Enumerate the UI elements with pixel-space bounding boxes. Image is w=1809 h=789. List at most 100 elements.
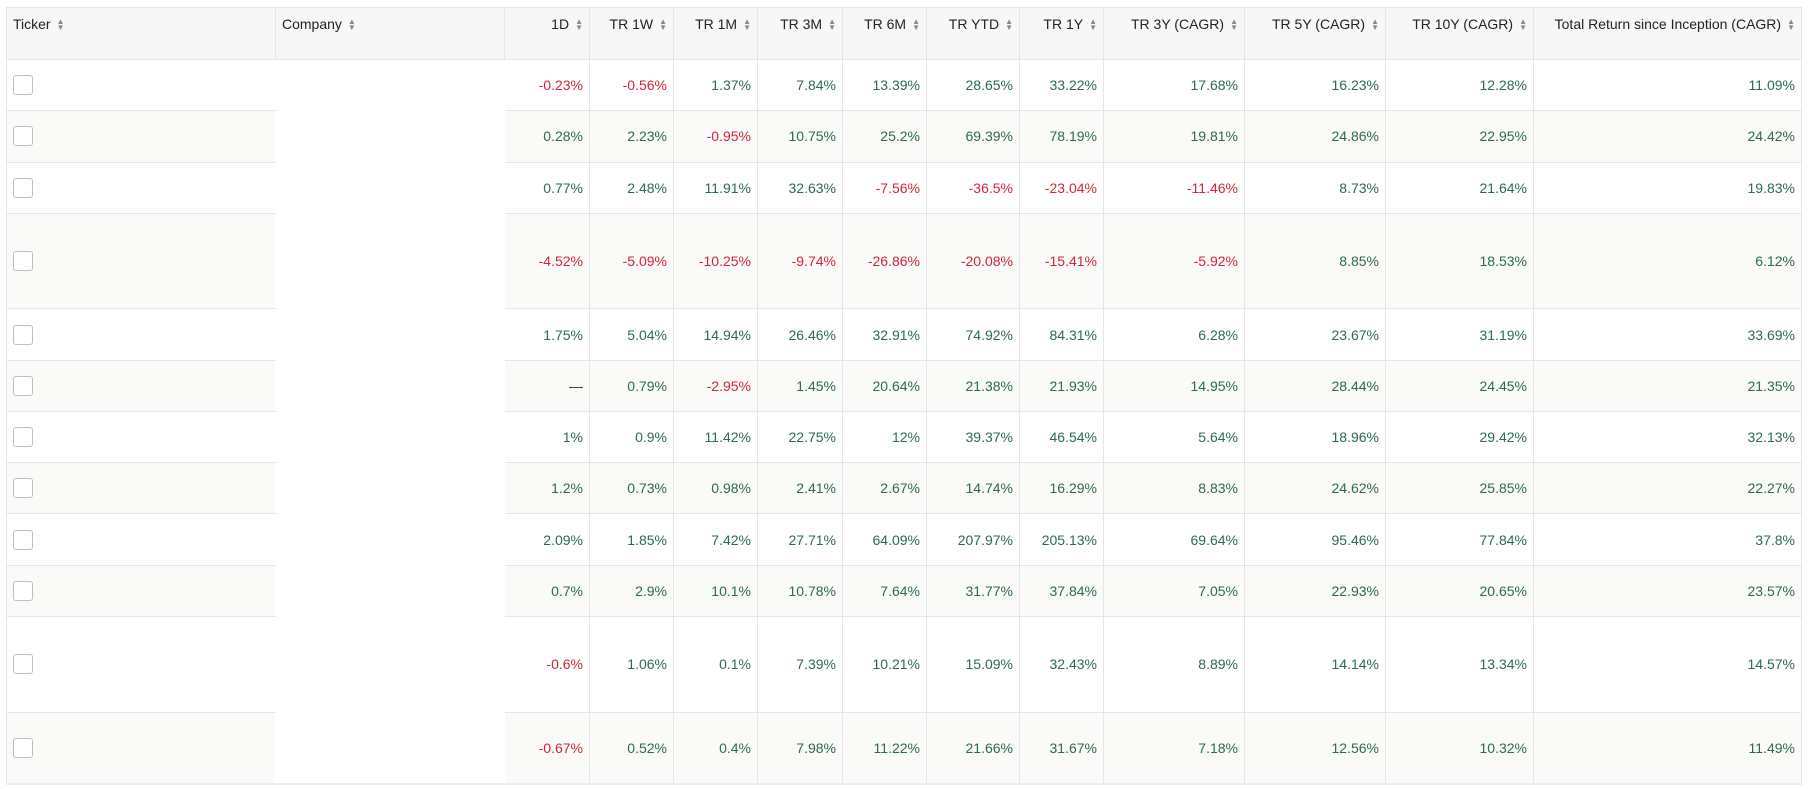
sort-icon[interactable]: ▲ ▼ — [56, 17, 65, 33]
return-cell: 0.52% — [589, 711, 674, 786]
ticker-cell — [6, 616, 276, 713]
company-cell — [275, 513, 505, 566]
ticker-cell — [6, 410, 276, 464]
table-row: —0.79% -2.95% 1.45% 20.64% 21.38% 21.93% 14.95… — [6, 359, 1802, 412]
column-header-company[interactable]: Company ▲ ▼ — [275, 7, 505, 60]
sort-icon[interactable]: ▲ ▼ — [1230, 17, 1238, 33]
return-cell: 2.67% — [842, 462, 927, 515]
return-cell: 12.28% — [1385, 58, 1534, 112]
return-cell: 8.85% — [1244, 212, 1386, 310]
row-checkbox[interactable] — [13, 75, 33, 96]
table-row: 0.7% 2.9% 10.1% 10.78% 7.64% 31.77% 37.84% 7.05… — [6, 564, 1802, 618]
return-cell: 31.67% — [1019, 711, 1104, 786]
ticker-cell — [6, 212, 276, 310]
return-cell: 10.78% — [757, 564, 843, 618]
return-cell: 27.71% — [757, 513, 843, 566]
return-cell: 32.91% — [842, 308, 927, 361]
row-checkbox[interactable] — [13, 654, 33, 675]
company-cell — [275, 616, 505, 713]
row-checkbox[interactable] — [13, 251, 33, 272]
return-cell: 78.19% — [1019, 110, 1104, 163]
return-cell: -0.95% — [673, 110, 758, 163]
return-cell: 7.05% — [1103, 564, 1245, 618]
return-cell: 69.39% — [926, 110, 1020, 163]
column-header-inception[interactable]: Total Return since Inception (CAGR) ▲ ▼ — [1533, 7, 1802, 60]
return-cell: 11.42% — [673, 410, 758, 464]
row-checkbox[interactable] — [13, 738, 33, 759]
column-header-tr-6m[interactable]: TR 6M ▲ ▼ — [842, 7, 927, 60]
return-cell: 21.66% — [926, 711, 1020, 786]
sort-icon[interactable]: ▲ ▼ — [575, 17, 583, 33]
return-cell: -0.23% — [504, 58, 590, 112]
return-cell: 2.9% — [589, 564, 674, 618]
return-cell: 0.4% — [673, 711, 758, 786]
row-checkbox[interactable] — [13, 529, 33, 550]
return-cell: 5.04% — [589, 308, 674, 361]
sort-icon[interactable]: ▲ ▼ — [1519, 17, 1527, 33]
return-cell: 16.29% — [1019, 462, 1104, 515]
sort-icon[interactable]: ▲ ▼ — [1089, 17, 1097, 33]
return-cell: -0.56% — [589, 58, 674, 112]
row-checkbox[interactable] — [13, 580, 33, 601]
company-cell — [275, 711, 505, 786]
return-cell: 2.09% — [504, 513, 590, 566]
row-checkbox[interactable] — [13, 126, 33, 147]
return-cell: 22.27% — [1533, 462, 1802, 515]
return-cell: 25.2% — [842, 110, 927, 163]
return-cell: 8.83% — [1103, 462, 1245, 515]
column-header-tr-1y[interactable]: TR 1Y ▲ ▼ — [1019, 7, 1104, 60]
return-cell: 32.43% — [1019, 616, 1104, 713]
return-cell: -11.46% — [1103, 161, 1245, 214]
sort-icon[interactable]: ▲ ▼ — [912, 17, 920, 33]
sort-icon[interactable]: ▲ ▼ — [1371, 17, 1379, 33]
column-header-tr-3y[interactable]: TR 3Y (CAGR) ▲ ▼ — [1103, 7, 1245, 60]
ticker-cell — [6, 161, 276, 214]
ticker-cell — [6, 308, 276, 361]
return-cell: 12% — [842, 410, 927, 464]
row-checkbox[interactable] — [13, 324, 33, 345]
sort-icon[interactable]: ▲ ▼ — [659, 17, 667, 33]
return-cell: 7.64% — [842, 564, 927, 618]
return-cell: 14.57% — [1533, 616, 1802, 713]
return-cell: 74.92% — [926, 308, 1020, 361]
column-header-tr-10y[interactable]: TR 10Y (CAGR) ▲ ▼ — [1385, 7, 1534, 60]
return-cell: 2.48% — [589, 161, 674, 214]
return-cell: -26.86% — [842, 212, 927, 310]
return-cell: -5.92% — [1103, 212, 1245, 310]
return-cell: 46.54% — [1019, 410, 1104, 464]
sort-icon[interactable]: ▲ ▼ — [1005, 17, 1013, 33]
return-cell: 21.93% — [1019, 359, 1104, 412]
sort-icon[interactable]: ▲ ▼ — [743, 17, 751, 33]
column-header-tr-3m[interactable]: TR 3M ▲ ▼ — [757, 7, 843, 60]
return-cell: 0.1% — [673, 616, 758, 713]
return-cell: 1.37% — [673, 58, 758, 112]
return-cell: 10.32% — [1385, 711, 1534, 786]
row-checkbox[interactable] — [13, 427, 33, 448]
column-header-tr-5y[interactable]: TR 5Y (CAGR) ▲ ▼ — [1244, 7, 1386, 60]
return-cell: 95.46% — [1244, 513, 1386, 566]
sort-icon[interactable]: ▲ ▼ — [347, 17, 356, 33]
company-cell — [275, 110, 505, 163]
row-checkbox[interactable] — [13, 478, 33, 499]
return-cell: 13.39% — [842, 58, 927, 112]
column-header-tr-ytd[interactable]: TR YTD ▲ ▼ — [926, 7, 1020, 60]
return-cell: -20.08% — [926, 212, 1020, 310]
company-cell — [275, 161, 505, 214]
return-cell: 1.75% — [504, 308, 590, 361]
sort-icon[interactable]: ▲ ▼ — [828, 17, 836, 33]
sort-icon[interactable]: ▲ ▼ — [1787, 17, 1795, 33]
row-checkbox[interactable] — [13, 375, 33, 396]
return-cell: 1.45% — [757, 359, 843, 412]
row-checkbox[interactable] — [13, 177, 33, 198]
return-cell: 6.28% — [1103, 308, 1245, 361]
return-cell: 32.13% — [1533, 410, 1802, 464]
return-cell: -0.6% — [504, 616, 590, 713]
column-header-1d[interactable]: 1D ▲ ▼ — [504, 7, 590, 60]
return-cell: 0.28% — [504, 110, 590, 163]
column-header-ticker[interactable]: Ticker ▲ ▼ — [6, 7, 276, 60]
column-header-tr-1m[interactable]: TR 1M ▲ ▼ — [673, 7, 758, 60]
return-cell: 26.46% — [757, 308, 843, 361]
return-cell: 11.09% — [1533, 58, 1802, 112]
column-header-tr-1w[interactable]: TR 1W ▲ ▼ — [589, 7, 674, 60]
return-cell: -23.04% — [1019, 161, 1104, 214]
